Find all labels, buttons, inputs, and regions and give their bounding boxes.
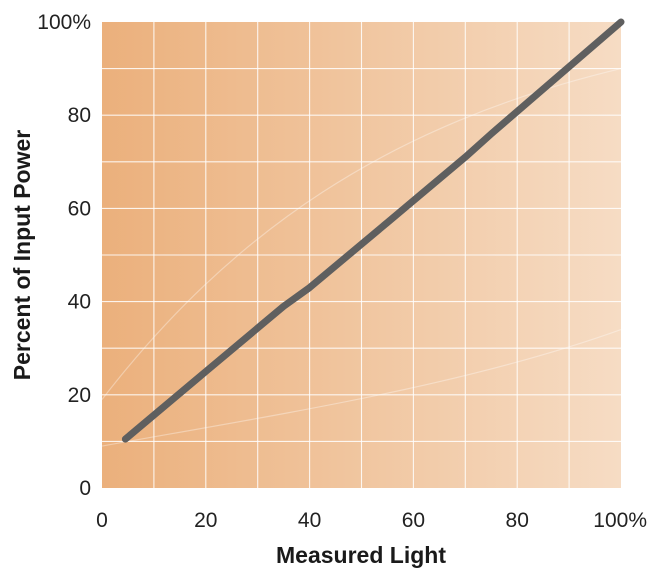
y-tick-label: 20 <box>68 384 91 407</box>
x-axis-title: Measured Light <box>276 542 446 568</box>
y-tick-label: 0 <box>79 477 91 500</box>
series-line-0 <box>121 18 625 443</box>
series-group <box>121 18 625 443</box>
x-tick-label: 60 <box>402 509 425 532</box>
x-tick-label: 20 <box>194 509 217 532</box>
decorative-curve <box>101 68 622 400</box>
x-tick-label: 80 <box>506 509 529 532</box>
grid <box>102 22 621 488</box>
y-tick-labels: 0 20 40 60 80 100% <box>37 11 91 500</box>
x-tick-label: 40 <box>298 509 321 532</box>
y-tick-label: 60 <box>68 197 91 220</box>
y-tick-label: 100% <box>37 11 91 34</box>
y-tick-label: 40 <box>68 291 91 314</box>
y-tick-label: 80 <box>68 104 91 127</box>
x-tick-labels: 0 20 40 60 80 100% <box>96 509 647 532</box>
decorative-curves <box>101 68 622 447</box>
x-tick-label: 0 <box>96 509 108 532</box>
y-axis-title: Percent of Input Power <box>9 130 35 381</box>
decorative-curve <box>101 328 622 447</box>
x-tick-label: 100% <box>593 509 647 532</box>
